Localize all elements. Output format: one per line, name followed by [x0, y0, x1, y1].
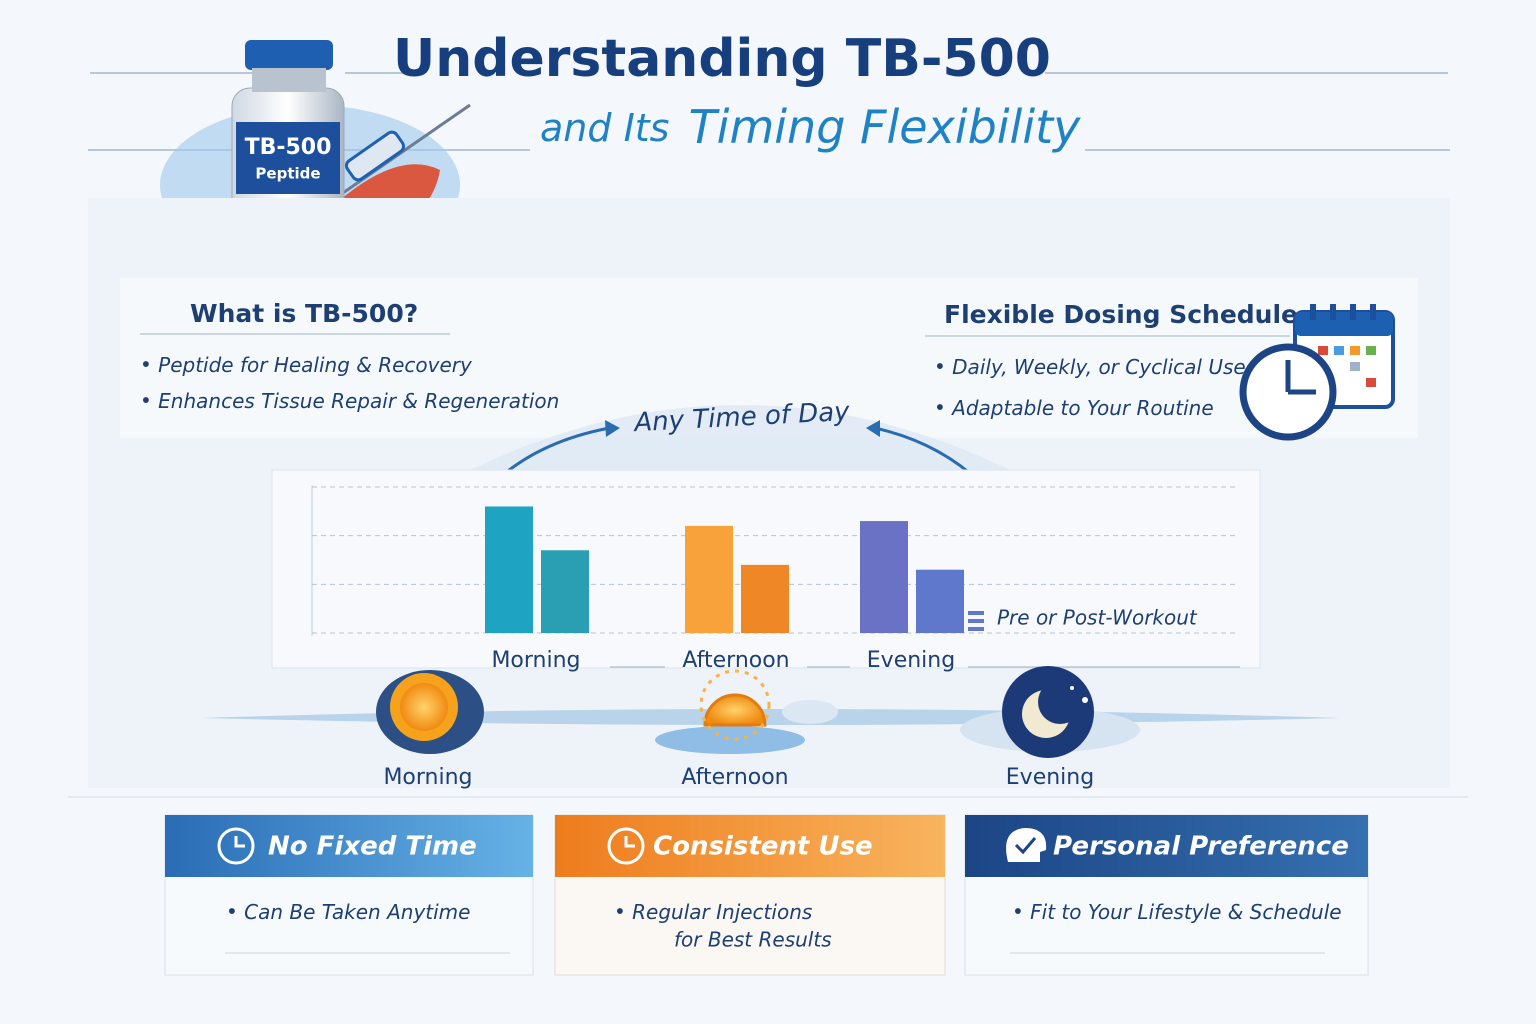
card-title: Consistent Use: [653, 832, 873, 862]
bullet: • Regular Injections: [614, 900, 812, 924]
bar: [685, 525, 733, 633]
title: Understanding TB-500: [393, 29, 1051, 89]
vial-sublabel: Peptide: [255, 165, 320, 183]
x-tick-label: Morning: [491, 648, 580, 673]
time-label: Afternoon: [681, 765, 788, 790]
bar: [485, 506, 533, 633]
moon-icon: [960, 666, 1140, 758]
bar: [541, 550, 589, 633]
card-text: for Best Results: [674, 928, 832, 952]
card-title: No Fixed Time: [268, 832, 477, 862]
dosing-title: Flexible Dosing Schedule: [944, 300, 1298, 329]
bullet-text: Enhances Tissue Repair & Regeneration: [158, 389, 559, 413]
bullet: • Enhances Tissue Repair & Regeneration: [140, 389, 559, 413]
x-tick-label: Afternoon: [682, 648, 789, 673]
annotation-icon: [968, 619, 984, 623]
chart: Morning Afternoon Evening Pre or Post-Worko…: [312, 486, 1240, 673]
subtitle-lead: and Its: [540, 106, 669, 150]
time-label: Evening: [1006, 765, 1094, 790]
annotation-icon: [968, 627, 984, 631]
time-label: Morning: [383, 765, 472, 790]
sun-cloud-icon: [655, 669, 838, 754]
bullet: • Fit to Your Lifestyle & Schedule: [1012, 900, 1342, 924]
sun-icon: [376, 670, 484, 754]
what-is-title: What is TB-500?: [190, 299, 418, 328]
bar: [741, 564, 789, 633]
arc-band: [470, 405, 1010, 470]
bullet-text: Daily, Weekly, or Cyclical Use: [952, 355, 1246, 379]
card: Personal Preference • Fit to Your Lifest…: [964, 814, 1369, 976]
bar: [916, 569, 964, 633]
bullet-text: Peptide for Healing & Recovery: [158, 353, 473, 377]
arrow-head: [866, 420, 880, 437]
bullet: • Adaptable to Your Routine: [934, 396, 1214, 420]
bullet: • Peptide for Healing & Recovery: [140, 353, 473, 377]
vial-label: TB-500: [245, 135, 332, 160]
bullet-text: Adaptable to Your Routine: [950, 396, 1213, 420]
bar: [860, 521, 908, 633]
card: No Fixed Time • Can Be Taken Anytime: [164, 814, 534, 976]
card-text: Fit to Your Lifestyle & Schedule: [1030, 900, 1341, 924]
annotation-icon: [968, 611, 984, 615]
card-text: Regular Injections: [632, 900, 812, 924]
subtitle: and Its Timing Flexibility: [540, 100, 1081, 154]
arrow-head: [605, 420, 620, 437]
bullet: • Daily, Weekly, or Cyclical Use: [934, 355, 1246, 379]
card: Consistent Use • Regular Injections for …: [554, 814, 946, 976]
card-title: Personal Preference: [1053, 832, 1349, 862]
card-text: Can Be Taken Anytime: [244, 900, 470, 924]
bullet: • Can Be Taken Anytime: [226, 900, 470, 924]
annotation: Pre or Post-Workout: [997, 606, 1198, 630]
calendar-clock-icon: [1239, 304, 1395, 441]
subtitle-emph: Timing Flexibility: [689, 100, 1082, 154]
x-tick-label: Evening: [867, 648, 955, 673]
